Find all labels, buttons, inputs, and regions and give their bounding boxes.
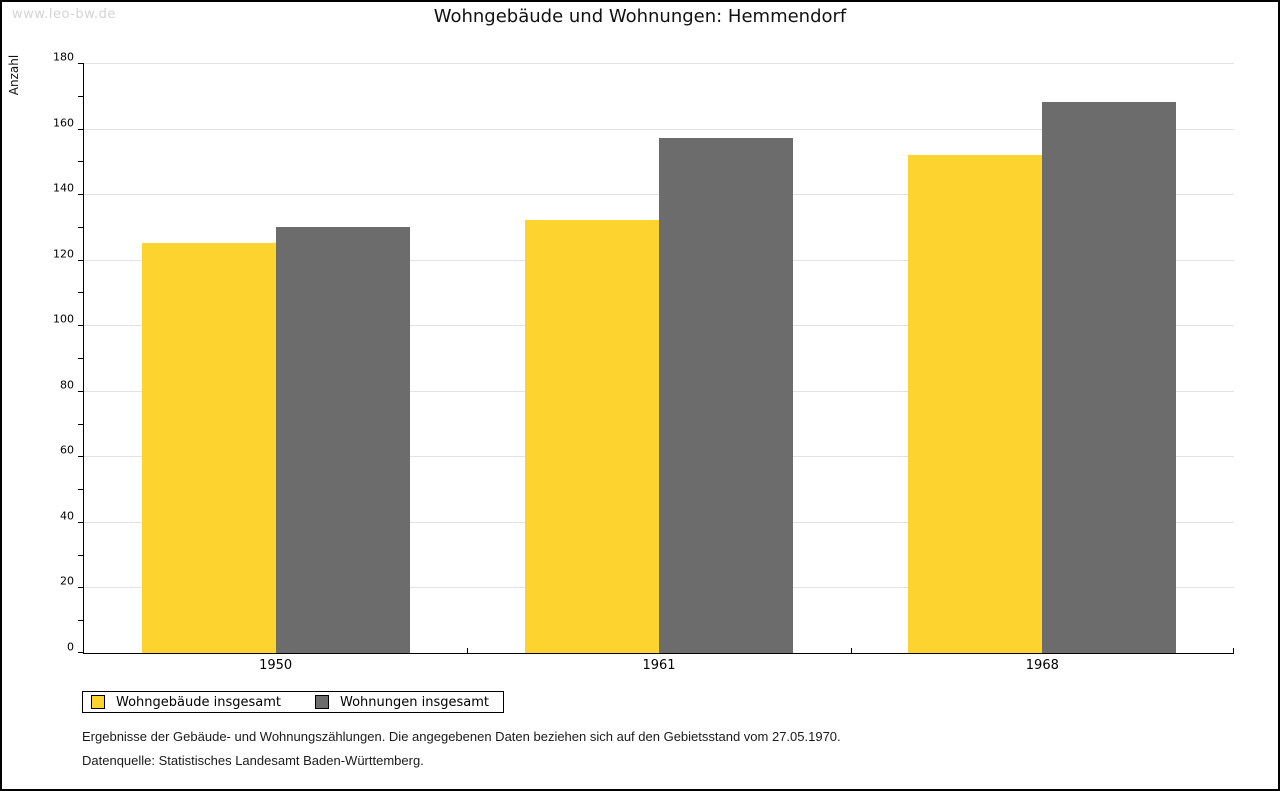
x-tick-1 <box>467 648 469 653</box>
y-tick-80 <box>78 390 83 392</box>
y-tick-110 <box>78 292 83 294</box>
bar-1950-series-2 <box>275 226 410 653</box>
y-tick-100 <box>78 325 83 327</box>
bar-1950-series-1 <box>141 243 276 653</box>
legend-item-2: Wohnungen insgesamt <box>315 695 489 710</box>
legend-swatch-1 <box>91 695 105 709</box>
y-tick-label-0: 0 <box>67 640 74 654</box>
gridline-y-180 <box>84 63 1234 64</box>
y-tick-0 <box>78 652 83 653</box>
y-tick-20 <box>78 587 83 589</box>
watermark: www.leo-bw.de <box>12 7 116 22</box>
x-tick-2 <box>850 648 852 653</box>
y-tick-180 <box>78 63 83 64</box>
footnote-line-2: Datenquelle: Statistisches Landesamt Bad… <box>82 753 424 768</box>
y-tick-label-180: 180 <box>53 50 74 64</box>
y-tick-30 <box>78 554 83 556</box>
chart-title: Wohngebäude und Wohnungen: Hemmendorf <box>433 6 847 27</box>
y-tick-label-140: 140 <box>53 181 74 195</box>
y-tick-170 <box>78 95 83 97</box>
plot-area: 0 20 40 60 80 100 120 140 160 180 1950 1961 1968 <box>53 51 1234 673</box>
y-tick-label-160: 160 <box>53 116 74 130</box>
y-tick-label-40: 40 <box>60 509 74 523</box>
y-tick-label-80: 80 <box>60 378 74 392</box>
y-tick-90 <box>78 358 83 359</box>
y-tick-label-60: 60 <box>60 443 74 457</box>
bar-1968-series-1 <box>908 154 1043 653</box>
x-category-label-1968: 1968 <box>1025 658 1059 673</box>
y-tick-120 <box>78 259 83 261</box>
y-tick-label-100: 100 <box>53 312 74 326</box>
y-tick-label-120: 120 <box>53 247 74 261</box>
y-tick-label-20: 20 <box>60 574 74 588</box>
y-tick-160 <box>78 128 83 130</box>
y-tick-50 <box>78 489 83 491</box>
x-tick-3 <box>1233 648 1234 653</box>
legend-swatch-2 <box>315 695 329 709</box>
y-tick-130 <box>78 226 83 228</box>
legend-label-2: Wohnungen insgesamt <box>340 694 489 710</box>
y-axis-title: Anzahl <box>7 54 21 96</box>
bar-1961-series-1 <box>525 220 659 653</box>
y-tick-60 <box>78 456 83 458</box>
y-tick-70 <box>78 423 83 425</box>
x-category-label-1950: 1950 <box>259 658 293 673</box>
legend-item-1: Wohngebäude insgesamt <box>91 695 281 710</box>
y-tick-40 <box>78 521 83 523</box>
x-category-label-1961: 1961 <box>642 658 676 673</box>
footnote-line-1: Ergebnisse der Gebäude- und Wohnungszähl… <box>82 729 841 744</box>
y-tick-150 <box>78 161 83 163</box>
gridline-y-160 <box>84 128 1234 130</box>
y-tick-10 <box>78 620 83 622</box>
legend-label-1: Wohngebäude insgesamt <box>116 694 281 710</box>
y-tick-140 <box>78 194 83 196</box>
bar-1961-series-2 <box>659 138 793 653</box>
legend: Wohngebäude insgesamt Wohnungen insgesamt <box>82 691 504 713</box>
bar-1968-series-2 <box>1042 102 1177 653</box>
